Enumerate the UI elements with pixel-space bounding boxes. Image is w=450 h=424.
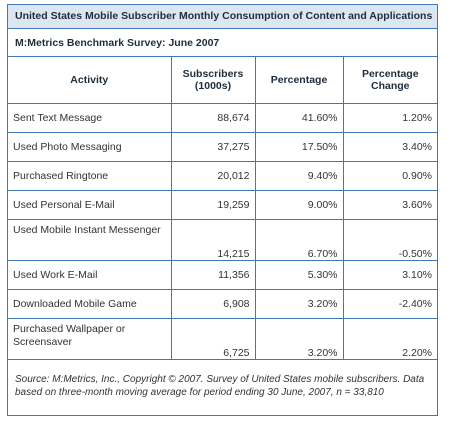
subscribers-cell: 6,908 (170, 288, 256, 319)
header-percentage: Percentage (254, 57, 344, 104)
change-cell: 2.20% (342, 317, 437, 360)
activity-cell: Sent Text Message (8, 102, 172, 133)
change-cell: 3.60% (342, 189, 437, 220)
percentage-cell: 17.50% (254, 131, 344, 162)
subscribers-cell: 11,356 (170, 259, 256, 290)
change-cell: 3.40% (342, 131, 437, 162)
header-activity: Activity (8, 57, 172, 104)
subscribers-cell: 14,215 (170, 218, 256, 261)
table-row: Sent Text Message 88,674 41.60% 1.20% (8, 102, 437, 133)
activity-cell: Downloaded Mobile Game (8, 288, 172, 319)
table-row: Downloaded Mobile Game 6,908 3.20% -2.40… (8, 288, 437, 319)
change-cell: -0.50% (342, 218, 437, 261)
header-subscribers: Subscribers (1000s) (170, 57, 256, 104)
table-row: Purchased Wallpaper or Screensaver 6,725… (8, 317, 437, 360)
table-row: Used Mobile Instant Messenger 14,215 6.7… (8, 218, 437, 261)
change-cell: 0.90% (342, 160, 437, 191)
source-note: Source: M:Metrics, Inc., Copyright © 200… (15, 374, 425, 398)
table-row: Used Photo Messaging 37,275 17.50% 3.40% (8, 131, 437, 162)
subscribers-cell: 20,012 (170, 160, 256, 191)
percentage-cell: 5.30% (254, 259, 344, 290)
percentage-cell: 6.70% (254, 218, 344, 261)
percentage-cell: 9.40% (254, 160, 344, 191)
subscribers-cell: 19,259 (170, 189, 256, 220)
data-table-frame: United States Mobile Subscriber Monthly … (7, 4, 438, 416)
consumption-table: Activity Subscribers (1000s) Percentage … (8, 57, 437, 360)
percentage-cell: 3.20% (254, 288, 344, 319)
change-cell: 1.20% (342, 102, 437, 133)
percentage-cell: 9.00% (254, 189, 344, 220)
activity-cell: Used Personal E-Mail (8, 189, 172, 220)
table-subtitle: M:Metrics Benchmark Survey: June 2007 (8, 29, 437, 57)
activity-cell: Purchased Ringtone (8, 160, 172, 191)
header-row: Activity Subscribers (1000s) Percentage … (8, 57, 437, 104)
percentage-cell: 41.60% (254, 102, 344, 133)
table-row: Used Work E-Mail 11,356 5.30% 3.10% (8, 259, 437, 290)
activity-cell: Purchased Wallpaper or Screensaver (8, 317, 172, 360)
change-cell: -2.40% (342, 288, 437, 319)
subscribers-cell: 37,275 (170, 131, 256, 162)
table-row: Purchased Ringtone 20,012 9.40% 0.90% (8, 160, 437, 191)
table-row: Used Personal E-Mail 19,259 9.00% 3.60% (8, 189, 437, 220)
activity-cell: Used Work E-Mail (8, 259, 172, 290)
change-cell: 3.10% (342, 259, 437, 290)
subscribers-cell: 6,725 (170, 317, 256, 360)
table-title: United States Mobile Subscriber Monthly … (8, 5, 437, 29)
header-percentage-change: Percentage Change (342, 57, 437, 104)
percentage-cell: 3.20% (254, 317, 344, 360)
activity-cell: Used Photo Messaging (8, 131, 172, 162)
subscribers-cell: 88,674 (170, 102, 256, 133)
activity-cell: Used Mobile Instant Messenger (8, 218, 172, 261)
